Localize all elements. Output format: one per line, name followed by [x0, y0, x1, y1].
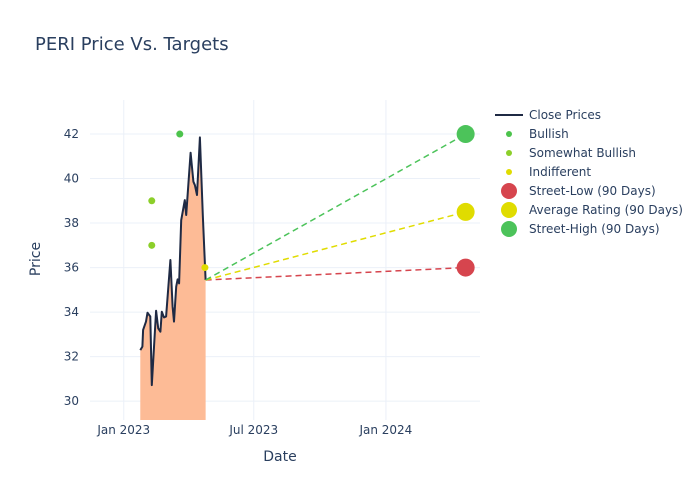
target-dashed-line — [205, 211, 466, 281]
y-axis-ticks: 30 32 34 36 38 40 42 — [64, 127, 79, 408]
close-price-area — [140, 137, 206, 420]
target-marker — [456, 258, 475, 277]
legend-label: Close Prices — [529, 108, 601, 122]
legend-label: Indifferent — [529, 165, 591, 179]
legend-swatch — [501, 183, 517, 199]
x-axis-ticks: Jan 2023 Jul 2023 Jan 2024 — [96, 423, 412, 437]
y-axis-label: Price — [28, 242, 44, 276]
rating-point — [176, 130, 184, 138]
legend-swatch — [506, 169, 512, 175]
y-tick-label: 30 — [64, 394, 79, 408]
legend-swatch — [506, 131, 512, 137]
x-tick-label: Jan 2023 — [96, 423, 150, 437]
target-marker — [456, 202, 475, 221]
target-marker — [456, 125, 475, 144]
plot-area — [139, 125, 475, 420]
legend-label: Average Rating (90 Days) — [529, 203, 683, 217]
legend-label: Street-High (90 Days) — [529, 222, 660, 236]
legend-swatch — [501, 202, 517, 218]
legend-label: Street-Low (90 Days) — [529, 184, 656, 198]
legend-swatch — [506, 150, 512, 156]
y-tick-label: 34 — [64, 305, 79, 319]
y-tick-label: 40 — [64, 172, 79, 186]
chart-title: PERI Price Vs. Targets — [35, 34, 229, 55]
rating-point — [148, 197, 156, 205]
legend-label: Somewhat Bullish — [529, 146, 636, 160]
legend: Close Prices Bullish Somewhat Bullish Indif… — [495, 108, 683, 237]
target-dashed-line — [205, 133, 467, 281]
close-price-line — [139, 136, 207, 387]
y-tick-label: 32 — [64, 350, 79, 364]
x-tick-label: Jan 2024 — [358, 423, 412, 437]
y-tick-label: 42 — [64, 127, 79, 141]
x-axis-label: Date — [263, 449, 296, 465]
y-tick-label: 36 — [64, 261, 79, 275]
x-tick-label: Jul 2023 — [228, 423, 278, 437]
rating-point — [201, 264, 209, 272]
legend-swatch — [501, 221, 517, 237]
target-dashed-line — [205, 266, 466, 281]
legend-label: Bullish — [529, 127, 569, 141]
rating-point — [148, 241, 156, 249]
y-tick-label: 38 — [64, 216, 79, 230]
